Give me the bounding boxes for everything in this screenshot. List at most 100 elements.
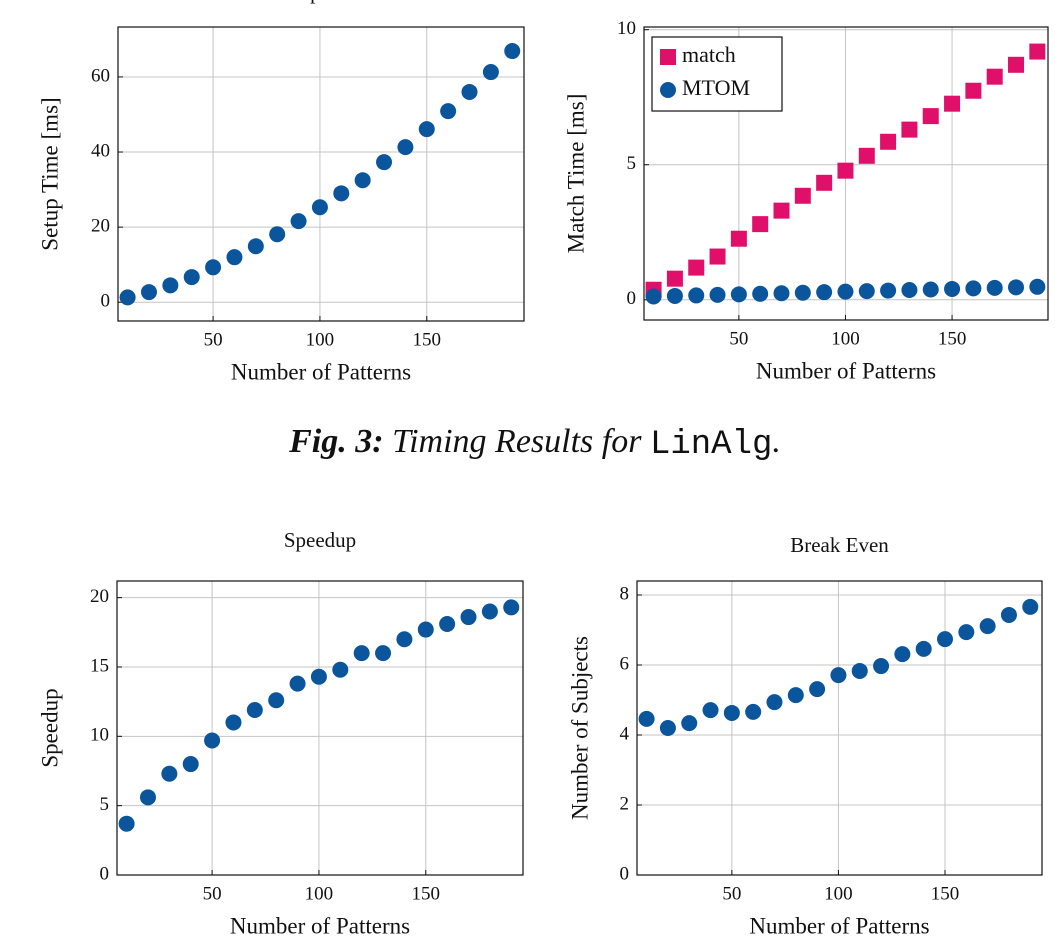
marker-circle <box>503 599 520 616</box>
marker-square <box>688 259 705 276</box>
y-tick-label: 40 <box>91 140 110 161</box>
marker-circle <box>311 199 328 216</box>
marker-circle <box>118 815 135 832</box>
y-axis-label: Setup Time [ms] <box>37 97 62 250</box>
x-axis-label: Number of Patterns <box>756 358 936 383</box>
x-tick-label: 150 <box>938 328 967 349</box>
x-tick-label: 50 <box>203 883 222 904</box>
marker-circle <box>659 720 676 736</box>
marker-circle <box>269 226 286 243</box>
marker-circle <box>460 609 477 626</box>
marker-square <box>837 162 854 179</box>
chart-title: Break Even <box>790 533 889 557</box>
x-tick-label: 50 <box>204 329 223 350</box>
marker-circle <box>880 282 897 299</box>
marker-square <box>666 270 683 287</box>
caption-code: LinAlg <box>650 426 772 464</box>
y-axis-label: Number of Subjects <box>567 636 592 820</box>
marker-circle <box>205 259 222 276</box>
marker-circle <box>482 64 499 81</box>
marker-circle <box>937 631 954 648</box>
y-tick-label: 2 <box>620 793 630 814</box>
marker-circle <box>225 714 242 731</box>
marker-circle <box>816 284 833 301</box>
marker-circle <box>958 624 975 641</box>
y-tick-label: 20 <box>90 586 109 607</box>
marker-circle <box>247 238 264 255</box>
marker-square <box>730 230 747 247</box>
marker-square <box>709 248 726 265</box>
chart-title: Match Time <box>795 0 897 4</box>
marker-circle <box>901 282 918 299</box>
caption: Fig. 3: Timing Results for LinAlg. <box>288 423 781 464</box>
marker-circle <box>204 732 221 749</box>
y-tick-label: 60 <box>91 65 110 86</box>
marker-circle <box>226 249 243 266</box>
marker-circle <box>1029 278 1046 295</box>
x-tick-label: 100 <box>306 329 335 350</box>
marker-circle <box>183 269 200 286</box>
marker-circle <box>752 285 769 302</box>
marker-circle <box>1022 598 1039 615</box>
y-tick-label: 10 <box>617 18 636 39</box>
marker-circle <box>310 668 327 685</box>
marker-circle <box>944 280 961 297</box>
marker-circle <box>858 283 875 300</box>
marker-square <box>965 82 982 99</box>
marker-circle <box>873 658 890 675</box>
marker-circle <box>417 621 434 638</box>
marker-circle <box>709 286 726 303</box>
x-tick-label: 150 <box>412 883 441 904</box>
marker-circle <box>766 694 783 711</box>
y-tick-label: 6 <box>620 653 630 674</box>
marker-circle <box>809 681 826 698</box>
y-tick-label: 0 <box>101 291 111 312</box>
legend-marker <box>660 82 676 98</box>
marker-circle <box>851 662 868 679</box>
y-tick-label: 5 <box>100 794 110 815</box>
marker-square <box>1008 56 1025 73</box>
marker-circle <box>246 701 263 718</box>
plot-frame <box>643 26 1049 321</box>
x-axis-label: Number of Patterns <box>231 359 411 384</box>
marker-circle <box>182 756 199 773</box>
marker-circle <box>396 631 413 648</box>
marker-circle <box>354 172 371 189</box>
marker-circle <box>666 287 683 304</box>
marker-circle <box>688 287 705 304</box>
x-tick-label: 100 <box>824 883 853 904</box>
marker-circle <box>418 121 435 138</box>
marker-circle <box>375 645 392 662</box>
marker-circle <box>119 289 136 306</box>
marker-square <box>944 95 961 112</box>
marker-circle <box>289 675 306 692</box>
marker-circle <box>140 284 157 301</box>
y-tick-label: 4 <box>620 723 630 744</box>
x-tick-label: 150 <box>413 329 442 350</box>
x-tick-label: 150 <box>931 883 960 904</box>
marker-circle <box>922 281 939 298</box>
y-tick-label: 0 <box>627 288 637 309</box>
marker-circle <box>830 667 847 684</box>
y-axis-label: Match Time [ms] <box>563 94 588 254</box>
y-tick-label: 15 <box>90 655 109 676</box>
legend-marker <box>660 49 676 65</box>
marker-square <box>901 121 918 138</box>
marker-circle <box>162 277 179 294</box>
legend-label: match <box>682 42 736 67</box>
marker-circle <box>645 288 662 305</box>
marker-circle <box>397 139 414 156</box>
x-tick-label: 100 <box>305 883 334 904</box>
marker-square <box>752 216 769 233</box>
marker-circle <box>681 715 698 732</box>
y-tick-label: 5 <box>627 153 637 174</box>
marker-circle <box>638 710 655 727</box>
chart-title: Setup Time <box>273 0 369 4</box>
y-tick-label: 20 <box>91 215 110 236</box>
plot-frame <box>117 26 525 322</box>
marker-circle <box>894 646 911 663</box>
caption-label: Fig. 3: <box>288 423 383 460</box>
marker-circle <box>979 618 996 635</box>
